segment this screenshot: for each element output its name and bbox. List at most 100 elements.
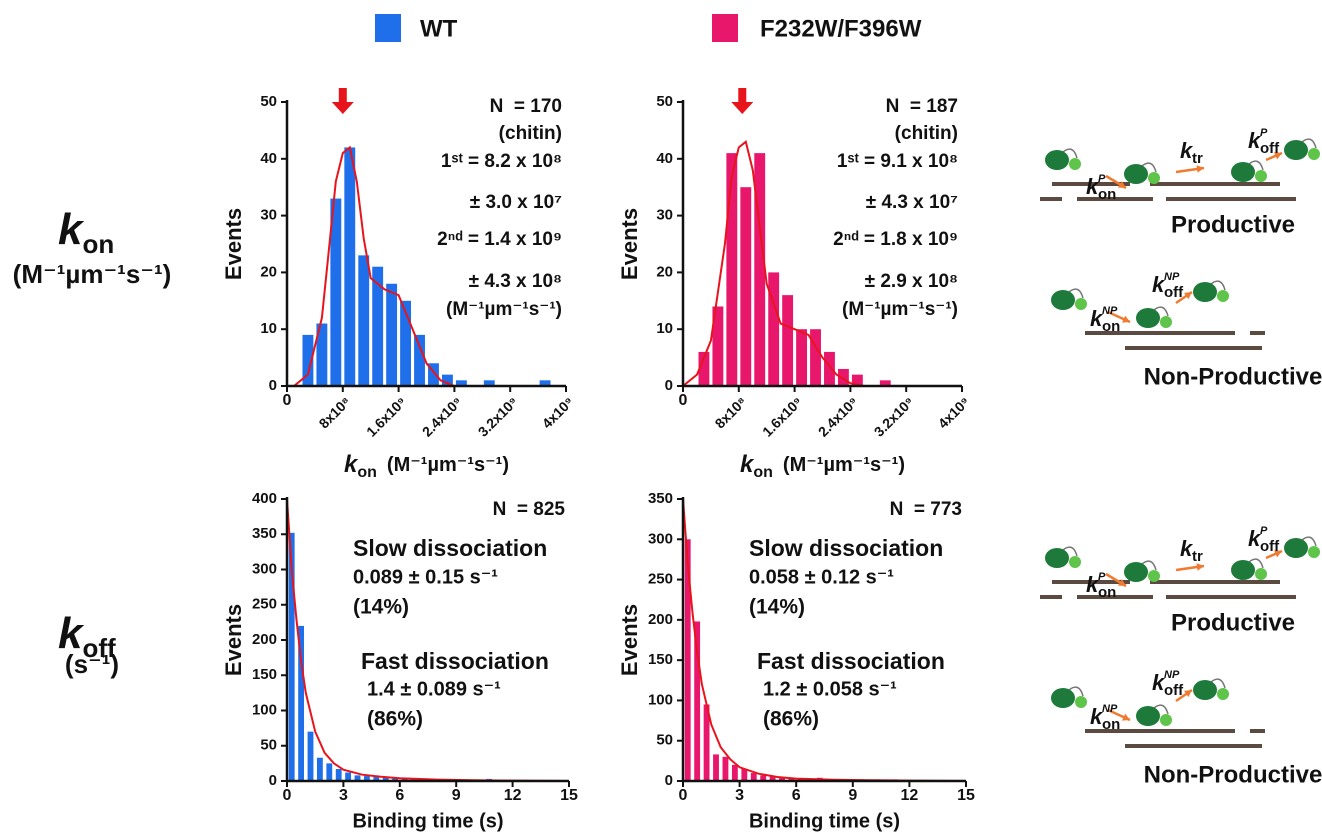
enzyme-body bbox=[1193, 282, 1217, 302]
y-tick-label: 20 bbox=[656, 263, 673, 280]
y-tick-label: 250 bbox=[252, 596, 277, 613]
rate-sub: on bbox=[1102, 318, 1120, 335]
x-axis-label: kon (M⁻¹µm⁻¹s⁻¹) bbox=[344, 451, 509, 481]
x-tick-label: 15 bbox=[560, 787, 578, 804]
annotation: Slow dissociation bbox=[353, 535, 547, 561]
symbol-k: k bbox=[58, 609, 85, 658]
bar bbox=[441, 374, 453, 386]
enzyme-body bbox=[1124, 562, 1148, 582]
x-label-sub: on bbox=[357, 464, 377, 481]
y-axis-label: Events bbox=[221, 208, 246, 280]
annotation: 1.4 ± 0.089 s⁻¹ bbox=[367, 678, 501, 700]
rate-symbol: k bbox=[1180, 138, 1194, 163]
row-unit: (s⁻¹) bbox=[65, 649, 119, 679]
bar bbox=[788, 777, 795, 781]
bar bbox=[754, 153, 766, 386]
y-tick-label: 10 bbox=[656, 320, 673, 337]
chart: 0 50 100 150 200 250 300 350 400 0 3 6 9 12 15 Events Bi… bbox=[221, 490, 578, 832]
y-tick-label: 150 bbox=[648, 651, 673, 668]
chart: 0 10 20 30 40 50 0 8x10⁸ 1.6x10⁹ 2.4x10⁹ 3.2x10⁹ 4x… bbox=[617, 88, 973, 481]
x-tick-label: 3.2x10⁹ bbox=[871, 393, 917, 439]
enzyme-linker bbox=[1210, 678, 1226, 689]
x-tick-label: 4x10⁹ bbox=[539, 393, 577, 431]
bar bbox=[302, 334, 314, 386]
rate-sub: on bbox=[1102, 716, 1120, 733]
enzyme-linker bbox=[1248, 160, 1264, 171]
bar bbox=[428, 363, 439, 386]
annotation: 1ˢᵗ = 9.1 x 10⁸ bbox=[837, 151, 958, 172]
x-tick-label: 0 bbox=[679, 392, 688, 409]
rate-symbol: k bbox=[1086, 174, 1100, 199]
annotation: Fast dissociation bbox=[361, 648, 549, 674]
annotation: (14%) bbox=[749, 596, 805, 619]
diagram-caption: Non-Productive bbox=[1144, 363, 1322, 390]
x-tick-label: 4x10⁹ bbox=[935, 393, 973, 431]
x-tick-label: 0 bbox=[283, 392, 292, 409]
enzyme-linker bbox=[1141, 162, 1157, 173]
y-tick-label: 0 bbox=[269, 377, 277, 394]
arrow-head bbox=[1118, 579, 1126, 586]
bar bbox=[316, 757, 323, 781]
y-axis-label: Events bbox=[617, 208, 642, 280]
y-tick-label: 50 bbox=[260, 93, 277, 110]
x-tick-label: 12 bbox=[504, 787, 522, 804]
peak-arrow bbox=[331, 88, 354, 114]
enzyme-linker bbox=[1068, 288, 1084, 299]
y-tick-label: 300 bbox=[252, 560, 277, 577]
bar bbox=[722, 756, 729, 781]
row-unit: (M⁻¹µm⁻¹s⁻¹) bbox=[13, 259, 172, 289]
enzyme-linker bbox=[1301, 138, 1317, 149]
y-tick-label: 300 bbox=[648, 530, 673, 547]
bar bbox=[382, 777, 389, 781]
enzyme-body bbox=[1284, 538, 1308, 558]
y-tick-label: 100 bbox=[648, 691, 673, 708]
annotation: 2ⁿᵈ = 1.8 x 10⁹ bbox=[833, 229, 958, 250]
annotation: (86%) bbox=[763, 708, 819, 731]
x-tick-label: 9 bbox=[452, 787, 461, 804]
rate-sup: NP bbox=[1102, 703, 1118, 715]
bar bbox=[694, 621, 701, 781]
x-tick-label: 8x10⁸ bbox=[712, 393, 750, 431]
enzyme-domain bbox=[1255, 568, 1267, 580]
rate-symbol: k bbox=[1090, 704, 1104, 729]
enzyme-linker bbox=[1153, 704, 1169, 715]
bar bbox=[703, 704, 710, 781]
rate-symbol: k bbox=[1086, 572, 1100, 597]
arrow-head bbox=[1274, 550, 1282, 558]
enzyme-domain bbox=[1217, 290, 1229, 302]
legend-label: F232W/F396W bbox=[760, 15, 922, 42]
annotation: N = 773 bbox=[890, 499, 962, 520]
x-axis-label: kon (M⁻¹µm⁻¹s⁻¹) bbox=[740, 451, 905, 481]
y-tick-label: 250 bbox=[648, 571, 673, 588]
enzyme-linker bbox=[1141, 560, 1157, 571]
annotation: N = 170 bbox=[490, 96, 562, 117]
bar bbox=[345, 772, 352, 781]
bar bbox=[726, 153, 738, 386]
y-tick-label: 150 bbox=[252, 666, 277, 683]
rate-sub: off bbox=[1260, 538, 1280, 555]
bar bbox=[713, 754, 719, 781]
annotation: ± 4.3 x 10⁷ bbox=[866, 192, 958, 213]
legend-swatch bbox=[375, 14, 401, 42]
enzyme-domain bbox=[1160, 316, 1172, 328]
bar bbox=[740, 187, 752, 386]
bar bbox=[760, 775, 767, 781]
y-tick-label: 10 bbox=[260, 320, 277, 337]
y-tick-label: 350 bbox=[252, 525, 277, 542]
diagram-caption: Non-Productive bbox=[1144, 761, 1322, 788]
annotation: Slow dissociation bbox=[749, 535, 943, 561]
enzyme-domain bbox=[1148, 172, 1160, 184]
y-tick-label: 50 bbox=[656, 732, 673, 749]
bar bbox=[483, 380, 495, 386]
bar bbox=[307, 731, 314, 781]
x-axis-label: Binding time (s) bbox=[749, 810, 900, 832]
rate-symbol: k bbox=[1152, 272, 1166, 297]
x-tick-label: 1.6x10⁹ bbox=[363, 393, 409, 439]
bar bbox=[539, 380, 551, 386]
x-label-unit: (M⁻¹µm⁻¹s⁻¹) bbox=[387, 454, 509, 476]
